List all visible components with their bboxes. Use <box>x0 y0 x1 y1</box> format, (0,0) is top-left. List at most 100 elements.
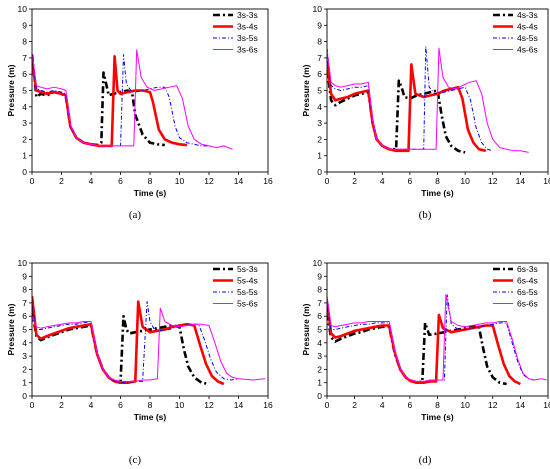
y-tick-label: 5 <box>317 325 322 335</box>
legend-label: 6s-6s <box>517 299 538 309</box>
y-tick-label: 8 <box>22 285 27 295</box>
x-tick-label: 10 <box>460 400 470 410</box>
x-tick-label: 0 <box>325 176 330 186</box>
series-line-4s-3s <box>327 65 466 154</box>
series-line-6s-5s <box>327 294 535 382</box>
legend-label: 5s-5s <box>237 287 258 297</box>
panel-label: (a) <box>129 209 142 221</box>
legend-label: 4s-6s <box>517 45 538 55</box>
y-tick-label: 10 <box>18 4 28 14</box>
x-tick-label: 6 <box>118 400 123 410</box>
x-tick-label: 12 <box>488 400 498 410</box>
x-tick-label: 2 <box>59 176 64 186</box>
y-tick-label: 9 <box>22 271 27 281</box>
legend-label: 5s-4s <box>237 276 258 286</box>
y-axis-label: Pressure (m) <box>6 303 16 355</box>
plot-frame <box>31 262 269 397</box>
series-line-5s-6s <box>32 307 266 382</box>
series-line-6s-4s <box>327 301 521 386</box>
x-tick-label: 8 <box>435 176 440 186</box>
x-tick-label: 10 <box>460 176 470 186</box>
legend-label: 3s-6s <box>237 45 258 55</box>
y-tick-label: 7 <box>317 298 322 308</box>
y-tick-label: 10 <box>18 258 28 268</box>
y-tick-label: 2 <box>317 364 322 374</box>
y-tick-label: 4 <box>22 338 27 348</box>
y-tick-label: 2 <box>317 134 322 144</box>
legend-label: 5s-6s <box>237 299 258 309</box>
x-tick-label: 4 <box>380 176 385 186</box>
legend-label: 4s-5s <box>517 33 538 43</box>
series-line-4s-4s <box>327 61 487 153</box>
y-tick-label: 9 <box>22 20 27 30</box>
legend-label: 6s-3s <box>517 264 538 274</box>
x-tick-label: 0 <box>30 400 35 410</box>
x-tick-label: 14 <box>516 400 526 410</box>
x-tick-label: 2 <box>352 176 357 186</box>
x-tick-label: 12 <box>204 176 214 186</box>
x-tick-label: 6 <box>408 176 413 186</box>
y-tick-label: 1 <box>317 378 322 388</box>
y-tick-label: 2 <box>22 134 27 144</box>
x-tick-label: 16 <box>263 176 273 186</box>
y-axis-label: Pressure (m) <box>6 64 16 116</box>
y-tick-label: 0 <box>317 167 322 177</box>
x-tick-label: 0 <box>30 176 35 186</box>
x-tick-label: 10 <box>175 176 185 186</box>
x-tick-label: 10 <box>175 400 185 410</box>
y-tick-label: 0 <box>317 391 322 401</box>
y-tick-label: 3 <box>22 118 27 128</box>
y-tick-label: 4 <box>317 338 322 348</box>
x-axis-label: Time (s) <box>421 412 454 422</box>
x-tick-label: 8 <box>148 176 153 186</box>
y-tick-label: 5 <box>22 325 27 335</box>
series-line-3s-3s <box>32 54 165 147</box>
x-tick-label: 2 <box>352 400 357 410</box>
legend-label: 6s-4s <box>517 276 538 286</box>
legend-label: 5s-3s <box>237 264 258 274</box>
y-tick-label: 6 <box>317 311 322 321</box>
y-tick-label: 2 <box>22 364 27 374</box>
y-tick-label: 4 <box>317 102 322 112</box>
y-tick-label: 1 <box>317 151 322 161</box>
legend-label: 6s-5s <box>517 287 538 297</box>
series-line-3s-6s <box>32 49 233 150</box>
x-axis-label: Time (s) <box>134 188 167 198</box>
legend-label: 3s-5s <box>237 33 258 43</box>
x-tick-label: 4 <box>89 400 94 410</box>
y-tick-label: 0 <box>22 391 27 401</box>
y-tick-label: 10 <box>313 258 323 268</box>
x-axis-label: Time (s) <box>421 188 454 198</box>
x-tick-label: 14 <box>234 176 244 186</box>
series-line-6s-6s <box>327 294 547 382</box>
series-line-5s-3s <box>32 309 210 386</box>
x-tick-label: 8 <box>148 400 153 410</box>
y-tick-label: 5 <box>317 86 322 96</box>
y-tick-label: 3 <box>22 351 27 361</box>
x-tick-label: 16 <box>263 400 273 410</box>
y-tick-label: 4 <box>22 102 27 112</box>
legend-label: 4s-4s <box>517 22 538 32</box>
panel-label: (c) <box>129 454 142 466</box>
series-line-3s-5s <box>32 54 209 147</box>
series-line-5s-4s <box>32 296 225 386</box>
x-tick-label: 12 <box>204 400 214 410</box>
x-tick-label: 8 <box>435 400 440 410</box>
x-tick-label: 0 <box>325 400 330 410</box>
y-tick-label: 6 <box>317 69 322 79</box>
legend-label: 4s-3s <box>517 10 538 20</box>
series-line-4s-6s <box>327 47 529 153</box>
y-axis-label: Pressure (m) <box>301 64 311 116</box>
plot-frame <box>31 8 269 173</box>
x-tick-label: 6 <box>408 400 413 410</box>
x-axis-label: Time (s) <box>134 412 167 422</box>
legend-label: 3s-4s <box>237 22 258 32</box>
y-tick-label: 8 <box>317 285 322 295</box>
y-tick-label: 8 <box>22 37 27 47</box>
y-tick-label: 7 <box>22 53 27 63</box>
y-tick-label: 7 <box>317 53 322 63</box>
